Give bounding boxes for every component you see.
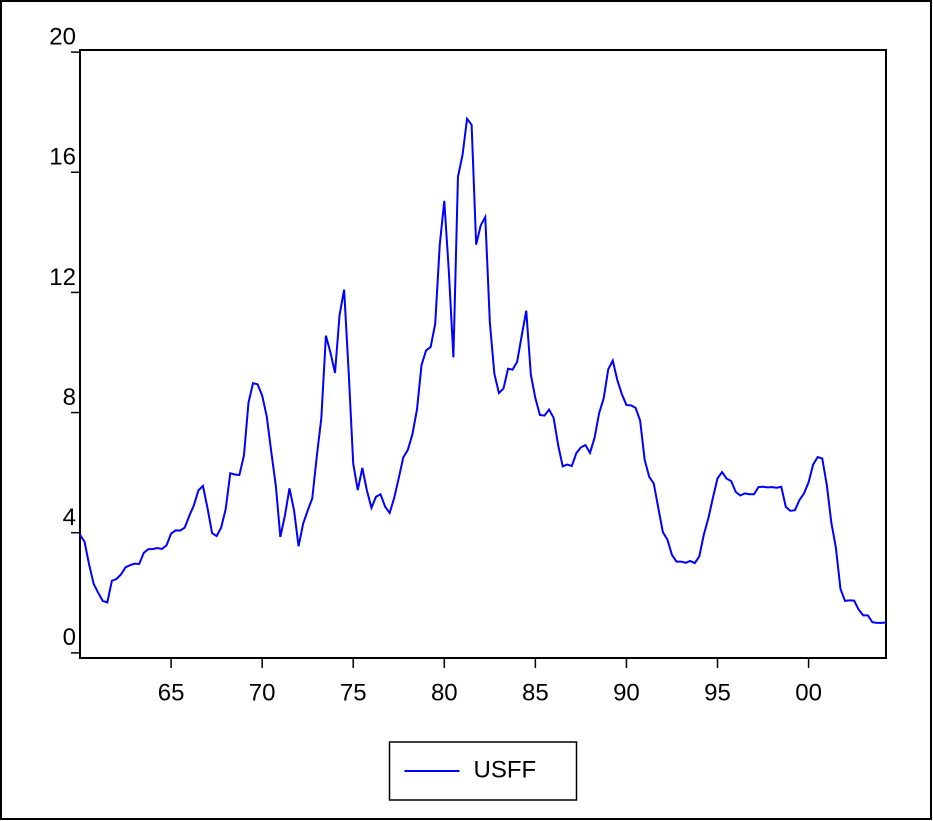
x-tick-label: 90 <box>613 679 640 706</box>
x-tick-label: 80 <box>431 679 458 706</box>
plot-area <box>79 49 887 659</box>
x-tick-label: 85 <box>522 679 549 706</box>
y-tick-label: 16 <box>49 144 76 171</box>
x-tick-label: 95 <box>704 679 731 706</box>
x-tick-label: 65 <box>158 679 185 706</box>
y-tick-label: 0 <box>63 624 76 651</box>
legend-label: USFF <box>474 756 537 783</box>
x-tick-label: 00 <box>795 679 822 706</box>
line-series <box>79 116 887 624</box>
y-tick-label: 8 <box>63 384 76 411</box>
y-tick-label: 4 <box>63 504 76 531</box>
x-tick-label: 75 <box>340 679 367 706</box>
y-tick-label: 12 <box>49 264 76 291</box>
x-tick-label: 70 <box>249 679 276 706</box>
y-tick-label: 20 <box>49 23 76 50</box>
